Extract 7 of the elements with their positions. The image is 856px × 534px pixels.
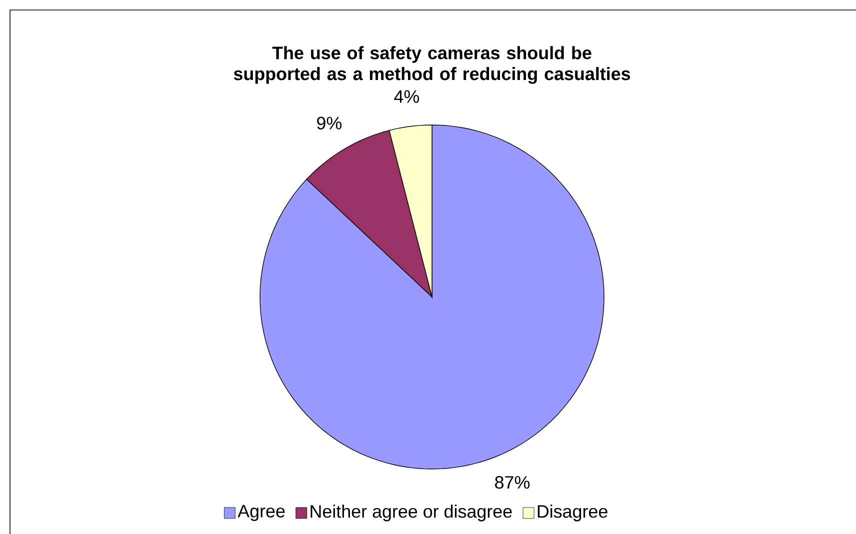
legend-label: Disagree bbox=[538, 504, 608, 522]
legend-label: Neither agree or disagree bbox=[310, 504, 512, 522]
legend-label: Agree bbox=[238, 504, 285, 522]
data-label: 87% bbox=[495, 476, 530, 489]
data-label: 9% bbox=[317, 116, 342, 130]
data-label: 4% bbox=[394, 90, 420, 103]
chart-title: The use of safety cameras should be supported as a method of reducing casualties bbox=[234, 46, 630, 84]
